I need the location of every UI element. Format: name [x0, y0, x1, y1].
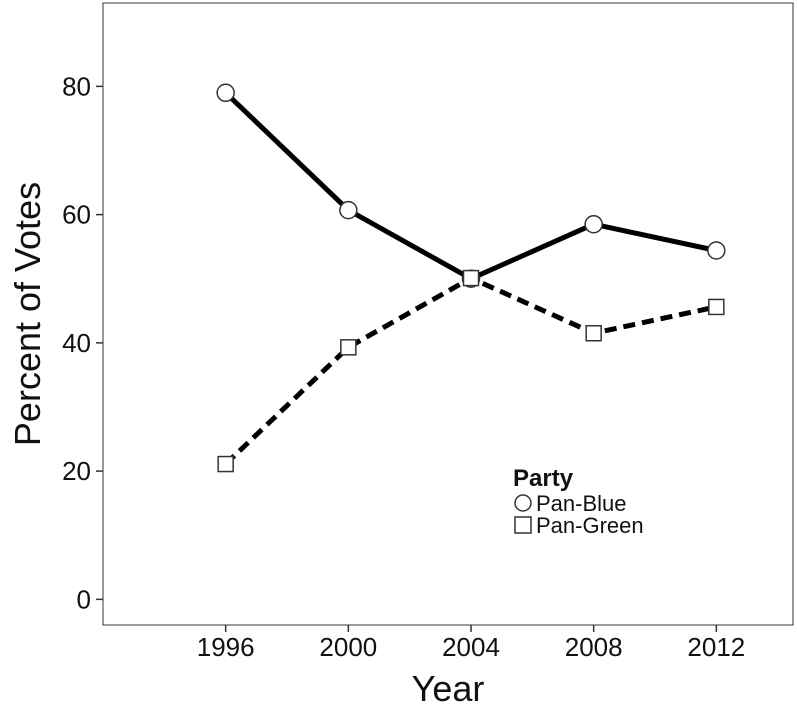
- legend-title: Party: [513, 465, 574, 492]
- y-tick-label: 80: [62, 71, 91, 101]
- x-tick-label: 2008: [565, 632, 623, 662]
- legend: Party Pan-Blue Pan-Green: [513, 465, 644, 538]
- y-tick-label: 20: [62, 456, 91, 486]
- x-axis-title: Year: [412, 668, 485, 707]
- y-tick-label: 60: [62, 200, 91, 230]
- x-tick-label: 2004: [442, 632, 500, 662]
- data-point-pan-blue: [584, 214, 603, 234]
- data-point-pan-green: [340, 339, 357, 356]
- y-axis: 0 20 40 60 80: [62, 71, 103, 614]
- legend-label-pan-blue: Pan-Blue: [536, 491, 627, 516]
- series-layer: [216, 83, 726, 473]
- data-point-pan-green: [585, 324, 602, 342]
- y-tick-label: 40: [62, 328, 91, 358]
- legend-circle-marker-icon: [514, 494, 532, 512]
- data-point-pan-blue: [216, 83, 235, 103]
- data-point-pan-green: [217, 455, 234, 473]
- data-point-pan-blue: [339, 200, 358, 220]
- y-tick-label: 0: [77, 584, 91, 614]
- x-tick-label: 2000: [319, 632, 377, 662]
- plot-frame: [102, 2, 794, 626]
- data-point-pan-green: [708, 298, 725, 316]
- x-axis: 1996 2000 2004 2008 2012: [197, 625, 745, 662]
- data-point-pan-green: [462, 269, 480, 287]
- x-tick-label: 2012: [687, 632, 745, 662]
- legend-square-marker-icon: [514, 516, 532, 534]
- legend-label-pan-green: Pan-Green: [536, 513, 644, 538]
- data-point-pan-blue: [707, 241, 726, 260]
- y-axis-title: Percent of Votes: [7, 182, 48, 446]
- x-tick-label: 1996: [197, 632, 255, 662]
